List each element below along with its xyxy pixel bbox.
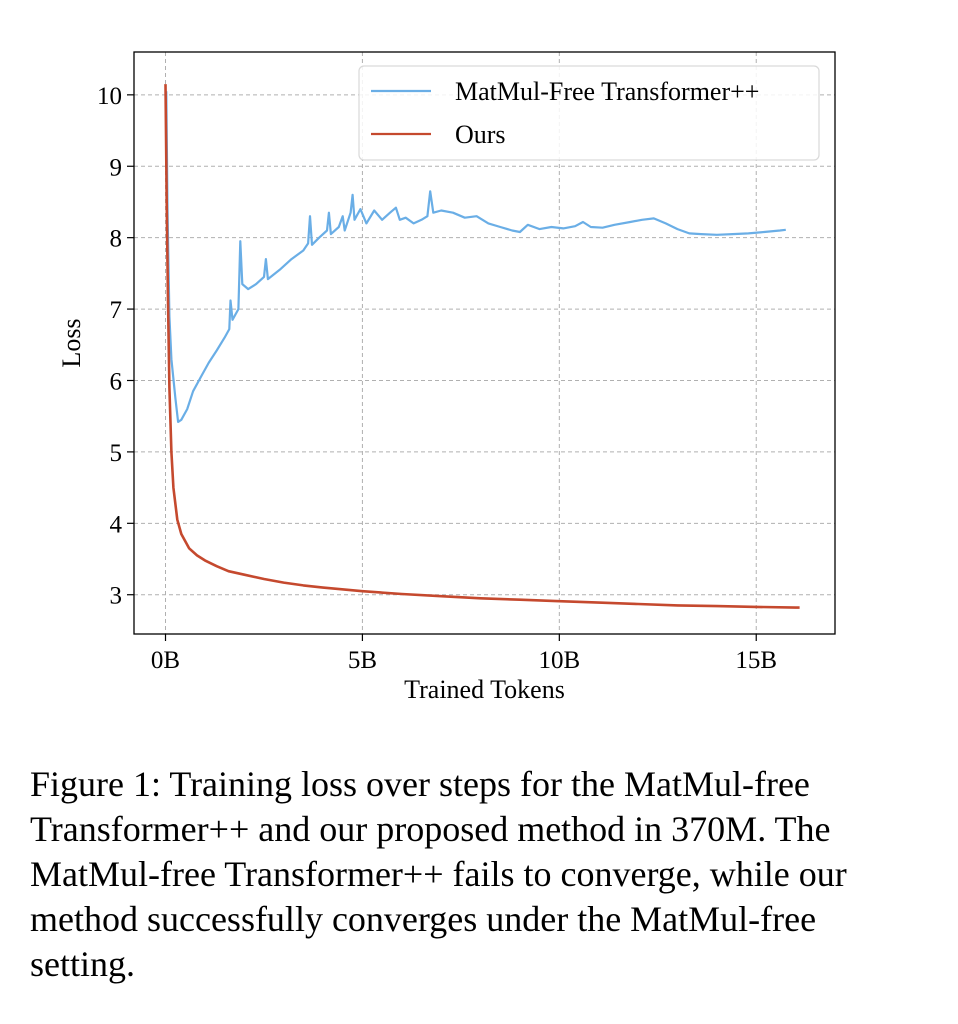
y-tick-label: 5 xyxy=(110,440,123,467)
x-tick-label: 0B xyxy=(151,647,180,674)
figure-caption: Figure 1: Training loss over steps for t… xyxy=(30,764,847,984)
x-tick-label: 5B xyxy=(348,647,377,674)
y-tick-label: 6 xyxy=(110,368,123,395)
x-axis-label: Trained Tokens xyxy=(404,675,565,704)
x-tick-label: 15B xyxy=(735,647,777,674)
y-tick-label: 10 xyxy=(97,83,122,110)
legend-box xyxy=(358,65,820,161)
y-tick-label: 8 xyxy=(110,226,123,253)
legend-label-matmul-free: MatMul-Free Transformer++ xyxy=(455,77,759,106)
axis-ticks: 0B 5B 10B 15B 3 4 5 6 7 8 9 10 xyxy=(97,83,777,674)
y-tick-label: 7 xyxy=(110,297,123,324)
plot-frame xyxy=(133,51,836,635)
y-tick-label: 9 xyxy=(110,154,123,181)
legend-label-ours: Ours xyxy=(455,120,506,149)
y-tick-label: 4 xyxy=(110,511,123,538)
grid-lines xyxy=(134,52,835,634)
series-lines xyxy=(164,84,800,609)
series-line-ours xyxy=(164,84,800,609)
x-tick-label: 10B xyxy=(538,647,580,674)
y-axis-label: Loss xyxy=(57,318,86,367)
series-line-matmul-free xyxy=(165,91,786,423)
legend: MatMul-Free Transformer++ Ours xyxy=(358,65,820,161)
y-tick-label: 3 xyxy=(110,583,123,610)
